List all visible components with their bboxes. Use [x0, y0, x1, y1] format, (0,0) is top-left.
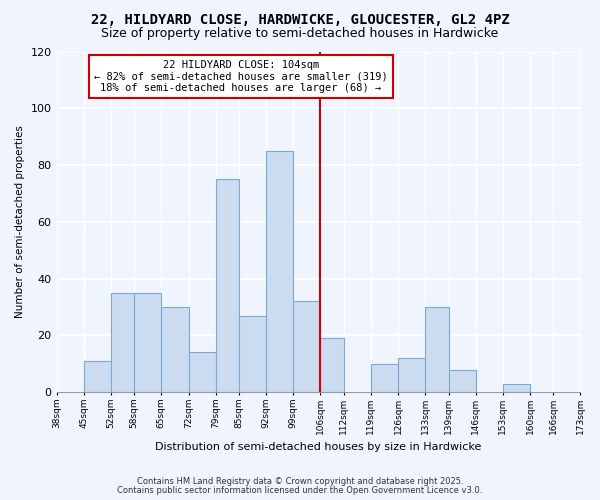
- Bar: [320, 338, 344, 392]
- Bar: [398, 358, 425, 392]
- Text: 22 HILDYARD CLOSE: 104sqm
← 82% of semi-detached houses are smaller (319)
18% of: 22 HILDYARD CLOSE: 104sqm ← 82% of semi-…: [94, 60, 388, 93]
- Bar: [371, 364, 398, 392]
- Bar: [425, 307, 449, 392]
- Y-axis label: Number of semi-detached properties: Number of semi-detached properties: [15, 126, 25, 318]
- Bar: [449, 370, 476, 392]
- Bar: [215, 180, 239, 392]
- X-axis label: Distribution of semi-detached houses by size in Hardwicke: Distribution of semi-detached houses by …: [155, 442, 482, 452]
- Bar: [266, 151, 293, 392]
- Bar: [188, 352, 215, 392]
- Bar: [111, 293, 134, 392]
- Text: 22, HILDYARD CLOSE, HARDWICKE, GLOUCESTER, GL2 4PZ: 22, HILDYARD CLOSE, HARDWICKE, GLOUCESTE…: [91, 12, 509, 26]
- Bar: [239, 316, 266, 392]
- Bar: [134, 293, 161, 392]
- Text: Size of property relative to semi-detached houses in Hardwicke: Size of property relative to semi-detach…: [101, 28, 499, 40]
- Bar: [293, 302, 320, 392]
- Text: Contains HM Land Registry data © Crown copyright and database right 2025.: Contains HM Land Registry data © Crown c…: [137, 477, 463, 486]
- Text: Contains public sector information licensed under the Open Government Licence v3: Contains public sector information licen…: [118, 486, 482, 495]
- Bar: [84, 361, 111, 392]
- Bar: [161, 307, 188, 392]
- Bar: [503, 384, 530, 392]
